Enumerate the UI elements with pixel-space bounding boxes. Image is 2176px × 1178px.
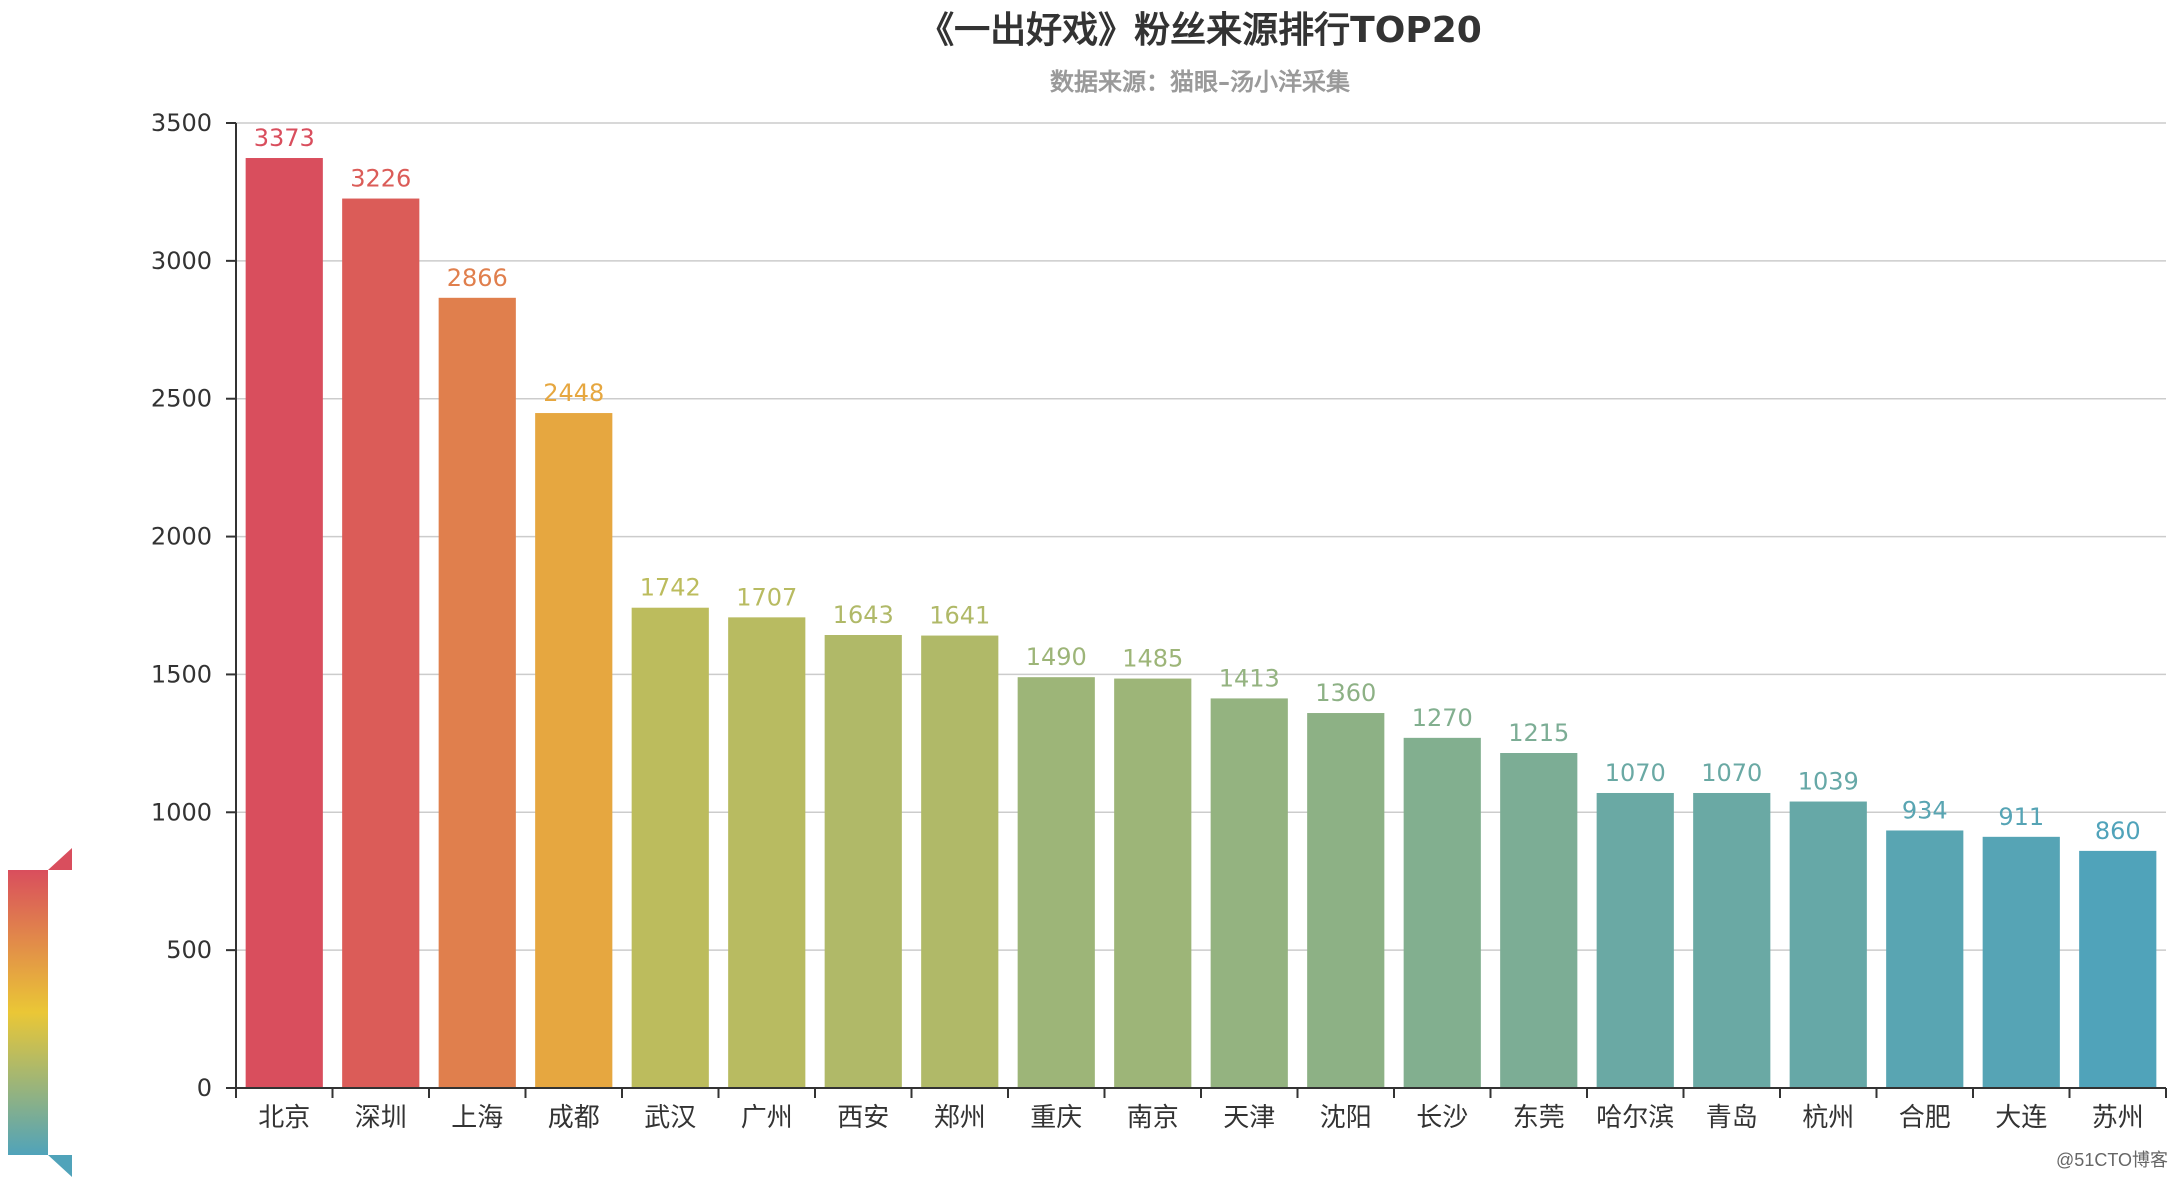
data-label: 3373 [254, 124, 315, 152]
x-tick-label: 成都 [548, 1103, 600, 1133]
visual-map-handle-bottom[interactable] [48, 1155, 72, 1177]
x-tick-label: 合肥 [1899, 1103, 1951, 1133]
x-tick-label: 沈阳 [1320, 1103, 1372, 1133]
bar[interactable] [438, 297, 516, 1088]
bar[interactable] [342, 198, 420, 1088]
bar[interactable] [1114, 678, 1192, 1088]
data-label: 911 [1998, 803, 2044, 831]
x-tick-label: 重庆 [1030, 1103, 1082, 1133]
bar[interactable] [535, 413, 613, 1089]
x-tick-label: 青岛 [1706, 1103, 1758, 1133]
x-tick-label: 深圳 [355, 1103, 407, 1133]
watermark-text: @51CTO博客 [2056, 1150, 2168, 1170]
x-tick-label: 上海 [451, 1103, 503, 1133]
bar[interactable] [1210, 698, 1288, 1088]
x-axis-labels: 北京 深圳 上海 成都 武汉 广州 西安 郑州 重庆 南京 天津 沈阳 长沙 东莞 哈尔滨 青岛 杭州 合肥 大连 苏… [258, 1103, 2144, 1133]
y-tick-label: 500 [166, 936, 212, 964]
bar[interactable] [1982, 836, 2060, 1088]
data-label: 1070 [1701, 759, 1762, 787]
x-tick-label: 西安 [837, 1103, 889, 1133]
visual-map-legend[interactable] [8, 848, 72, 1177]
x-tick-label: 武汉 [644, 1103, 696, 1133]
data-label: 860 [2095, 817, 2141, 845]
bar[interactable] [1693, 792, 1771, 1088]
bar[interactable] [1789, 801, 1867, 1088]
bar[interactable] [1596, 792, 1674, 1088]
bar[interactable] [728, 617, 806, 1088]
y-tick-label: 2500 [151, 385, 212, 413]
data-label: 1215 [1508, 719, 1569, 747]
bar[interactable] [1500, 753, 1578, 1088]
chart-title: 《一出好戏》粉丝来源排行TOP20 [918, 10, 1482, 51]
y-tick-label: 3500 [151, 109, 212, 137]
data-label: 1643 [833, 601, 894, 629]
x-tick-label: 天津 [1223, 1103, 1275, 1133]
x-tick-label: 东莞 [1513, 1103, 1565, 1133]
data-label: 1707 [736, 583, 797, 611]
data-label: 2448 [543, 379, 604, 407]
y-axis-ticks: 0 500 1000 1500 2000 2500 3000 3500 [151, 109, 237, 1102]
x-tick-label: 北京 [258, 1103, 310, 1133]
y-tick-label: 1000 [151, 798, 212, 826]
data-label: 1039 [1798, 768, 1859, 796]
y-tick-label: 1500 [151, 660, 212, 688]
x-tick-label: 长沙 [1416, 1103, 1468, 1133]
x-tick-label: 大连 [1995, 1103, 2047, 1133]
data-label: 1360 [1315, 679, 1376, 707]
bar[interactable] [1017, 677, 1095, 1088]
x-tick-label: 广州 [741, 1103, 793, 1133]
data-labels: 3373 3226 2866 2448 1742 1707 1643 1641 1490 1485… [254, 124, 2141, 845]
y-tick-label: 0 [197, 1074, 212, 1102]
data-label: 1641 [929, 602, 990, 630]
chart-subtitle: 数据来源：猫眼–汤小洋采集 [1050, 68, 1351, 96]
bar[interactable] [1307, 713, 1385, 1088]
x-tick-label: 哈尔滨 [1596, 1103, 1674, 1133]
y-tick-label: 2000 [151, 523, 212, 551]
x-tick-label: 杭州 [1802, 1103, 1854, 1133]
data-label: 1742 [640, 574, 701, 602]
x-tick-label: 郑州 [934, 1103, 986, 1133]
x-tick-label: 南京 [1127, 1103, 1179, 1133]
data-label: 2866 [447, 264, 508, 292]
data-label: 1070 [1605, 759, 1666, 787]
data-label: 1485 [1122, 645, 1183, 673]
grid-lines [236, 122, 2166, 951]
bar[interactable] [1403, 737, 1481, 1088]
data-label: 1270 [1412, 704, 1473, 732]
x-axis [235, 1087, 2167, 1098]
data-label: 1413 [1219, 664, 1280, 692]
bar[interactable] [631, 607, 709, 1088]
visual-map-bar [8, 870, 48, 1155]
bars [245, 158, 2157, 1089]
y-tick-label: 3000 [151, 247, 212, 275]
x-tick-label: 苏州 [2092, 1103, 2144, 1133]
data-label: 3226 [350, 165, 411, 193]
bar[interactable] [245, 158, 323, 1088]
data-label: 1490 [1026, 643, 1087, 671]
bar[interactable] [2079, 850, 2157, 1088]
visual-map-handle-top[interactable] [48, 848, 72, 870]
bar[interactable] [921, 635, 999, 1088]
data-label: 934 [1902, 796, 1948, 824]
bar[interactable] [824, 635, 902, 1088]
bar[interactable] [1886, 830, 1964, 1088]
